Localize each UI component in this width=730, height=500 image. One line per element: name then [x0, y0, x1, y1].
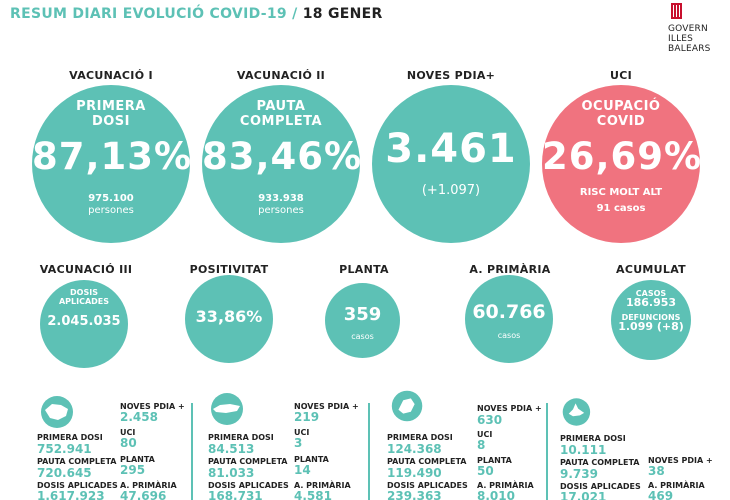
vacunacio-i-label: VACUNACIÓ I — [69, 69, 153, 82]
a-primaria-label: A. PRIMÀRIA — [469, 263, 551, 276]
acumulat-circle: CASOS 186.953 DEFUNCIONS 1.099 (+8) — [611, 280, 691, 360]
mallorca-pdia-value: 2.458 — [120, 410, 158, 424]
eivissa-ap-value: 8.010 — [477, 489, 515, 500]
menorca-pdia-value: 219 — [294, 410, 320, 424]
eivissa-icon — [391, 390, 423, 422]
mallorca-icon — [41, 396, 73, 428]
menorca-uci-value: 3 — [294, 436, 303, 450]
eivissa-uci-value: 8 — [477, 438, 486, 452]
mallorca-primera-value: 752.941 — [37, 442, 92, 456]
mallorca-section — [36, 396, 78, 432]
vacunacio-ii-label: VACUNACIÓ II — [236, 69, 326, 82]
mallorca-dosis-value: 1.617.923 — [37, 489, 105, 500]
menorca-dosis-value: 168.731 — [208, 489, 263, 500]
formentera-dosis-value: 17.021 — [560, 490, 607, 500]
vacunacio-ii-value: 83,46% — [202, 135, 363, 178]
island-divider — [546, 403, 548, 500]
uci-circle: OCUPACIÓ COVID 26,69% RISC MOLT ALT 91 c… — [542, 85, 703, 243]
positivitat-value: 33,86% — [195, 307, 263, 326]
uci-value: 26,69% — [542, 135, 703, 178]
vacunacio-ii-circle: PAUTA COMPLETA 83,46% 933.938 persones — [202, 85, 363, 243]
mallorca-ap-value: 47.696 — [120, 489, 167, 500]
govern-illes-balears-logo: GOVERN ILLES BALEARS — [668, 3, 728, 57]
menorca-section — [206, 393, 248, 429]
formentera-primera-value: 10.111 — [560, 443, 607, 457]
a-primaria-circle: 60.766 casos — [465, 275, 553, 363]
planta-label: PLANTA — [339, 263, 389, 276]
menorca-icon — [211, 393, 243, 425]
vacunacio-iii-label: VACUNACIÓ III — [39, 263, 133, 276]
vacunacio-i-value: 87,13% — [32, 135, 193, 178]
eivissa-pauta-value: 119.490 — [387, 466, 442, 480]
formentera-icon — [562, 398, 591, 426]
island-divider — [368, 403, 370, 500]
vacunacio-iii-circle: DOSIS APLICADES 2.045.035 — [40, 280, 128, 368]
page-title: RESUM DIARI EVOLUCIÓ COVID-19 / 18 GENER — [10, 6, 383, 22]
a-primaria-value: 60.766 — [472, 301, 546, 323]
noves-pdia-label: NOVES PDIA+ — [406, 69, 496, 82]
logo-emblem-icon — [671, 3, 682, 19]
menorca-primera-value: 84.513 — [208, 442, 255, 456]
formentera-ap-value: 469 — [648, 489, 674, 500]
formentera-pdia-value: 38 — [648, 464, 665, 478]
eivissa-planta-value: 50 — [477, 464, 494, 478]
eivissa-pdia-value: 630 — [477, 413, 503, 427]
positivitat-circle: 33,86% — [185, 275, 273, 363]
menorca-planta-value: 14 — [294, 463, 311, 477]
noves-pdia-circle: 3.461 (+1.097) — [372, 85, 530, 243]
acumulat-casos-value: 186.953 — [625, 296, 677, 309]
vacunacio-iii-value: 2.045.035 — [47, 314, 121, 329]
noves-pdia-value: 3.461 — [385, 126, 517, 172]
acumulat-label: ACUMULAT — [616, 263, 686, 276]
menorca-ap-value: 4.581 — [294, 489, 332, 500]
planta-value: 359 — [343, 304, 382, 325]
menorca-pauta-value: 81.033 — [208, 466, 255, 480]
eivissa-dosis-value: 239.363 — [387, 489, 442, 500]
positivitat-label: POSITIVITAT — [189, 263, 269, 276]
eivissa-primera-value: 124.368 — [387, 442, 442, 456]
acumulat-defuncions-value: 1.099 (+8) — [618, 320, 684, 333]
mallorca-uci-value: 80 — [120, 436, 137, 450]
mallorca-planta-value: 295 — [120, 463, 146, 477]
report-date: 18 GENER — [302, 6, 383, 22]
planta-circle: 359 casos — [325, 283, 400, 358]
formentera-section — [561, 394, 597, 434]
uci-label: UCI — [610, 69, 632, 82]
mallorca-pauta-value: 720.645 — [37, 466, 92, 480]
vacunacio-i-circle: PRIMERA DOSI 87,13% 975.100 persones — [32, 85, 193, 243]
eivissa-section — [388, 388, 428, 428]
formentera-pauta-value: 9.739 — [560, 467, 598, 481]
island-divider — [191, 403, 193, 500]
